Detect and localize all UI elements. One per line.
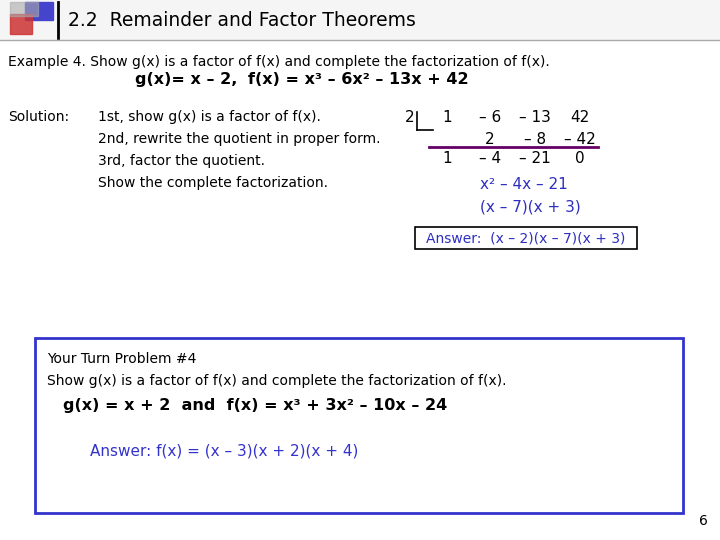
Text: (x – 7)(x + 3): (x – 7)(x + 3) (480, 199, 581, 214)
Text: 6: 6 (699, 514, 708, 528)
Text: – 4: – 4 (479, 151, 501, 166)
Bar (0, 0, 720, 40)
Text: 1: 1 (442, 110, 452, 125)
Bar (35, 338, 683, 513)
Bar (25, 2, 53, 20)
Text: 2nd, rewrite the quotient in proper form.: 2nd, rewrite the quotient in proper form… (98, 132, 380, 146)
Text: – 6: – 6 (479, 110, 501, 125)
Text: g(x)= x – 2,: g(x)= x – 2, (135, 72, 238, 87)
Text: Solution:: Solution: (8, 110, 69, 124)
Text: – 13: – 13 (519, 110, 551, 125)
Bar (10, 2, 38, 16)
Bar (415, 227, 637, 249)
Text: – 8: – 8 (524, 132, 546, 147)
Text: Answer: f(x) = (x – 3)(x + 2)(x + 4): Answer: f(x) = (x – 3)(x + 2)(x + 4) (90, 444, 359, 459)
Text: 0: 0 (575, 151, 585, 166)
Text: Example 4. Show g(x) is a factor of f(x) and complete the factorization of f(x).: Example 4. Show g(x) is a factor of f(x)… (8, 55, 550, 69)
Text: x² – 4x – 21: x² – 4x – 21 (480, 177, 568, 192)
Text: – 42: – 42 (564, 132, 596, 147)
Text: 1: 1 (442, 151, 452, 166)
Text: Show the complete factorization.: Show the complete factorization. (98, 176, 328, 190)
Text: g(x) = x + 2  and  f(x) = x³ + 3x² – 10x – 24: g(x) = x + 2 and f(x) = x³ + 3x² – 10x –… (63, 398, 447, 413)
Text: 42: 42 (570, 110, 590, 125)
Text: 2: 2 (405, 110, 415, 125)
Text: Answer:  (x – 2)(x – 7)(x + 3): Answer: (x – 2)(x – 7)(x + 3) (426, 231, 626, 245)
Text: f(x) = x³ – 6x² – 13x + 42: f(x) = x³ – 6x² – 13x + 42 (248, 72, 469, 87)
Text: 2.2  Remainder and Factor Theorems: 2.2 Remainder and Factor Theorems (68, 10, 416, 30)
Text: 2: 2 (485, 132, 495, 147)
Text: 3rd, factor the quotient.: 3rd, factor the quotient. (98, 154, 265, 168)
Text: Your Turn Problem #4: Your Turn Problem #4 (47, 352, 197, 366)
Text: Show g(x) is a factor of f(x) and complete the factorization of f(x).: Show g(x) is a factor of f(x) and comple… (47, 374, 506, 388)
Bar (10, 14, 32, 34)
Text: 1st, show g(x) is a factor of f(x).: 1st, show g(x) is a factor of f(x). (98, 110, 321, 124)
Text: – 21: – 21 (519, 151, 551, 166)
